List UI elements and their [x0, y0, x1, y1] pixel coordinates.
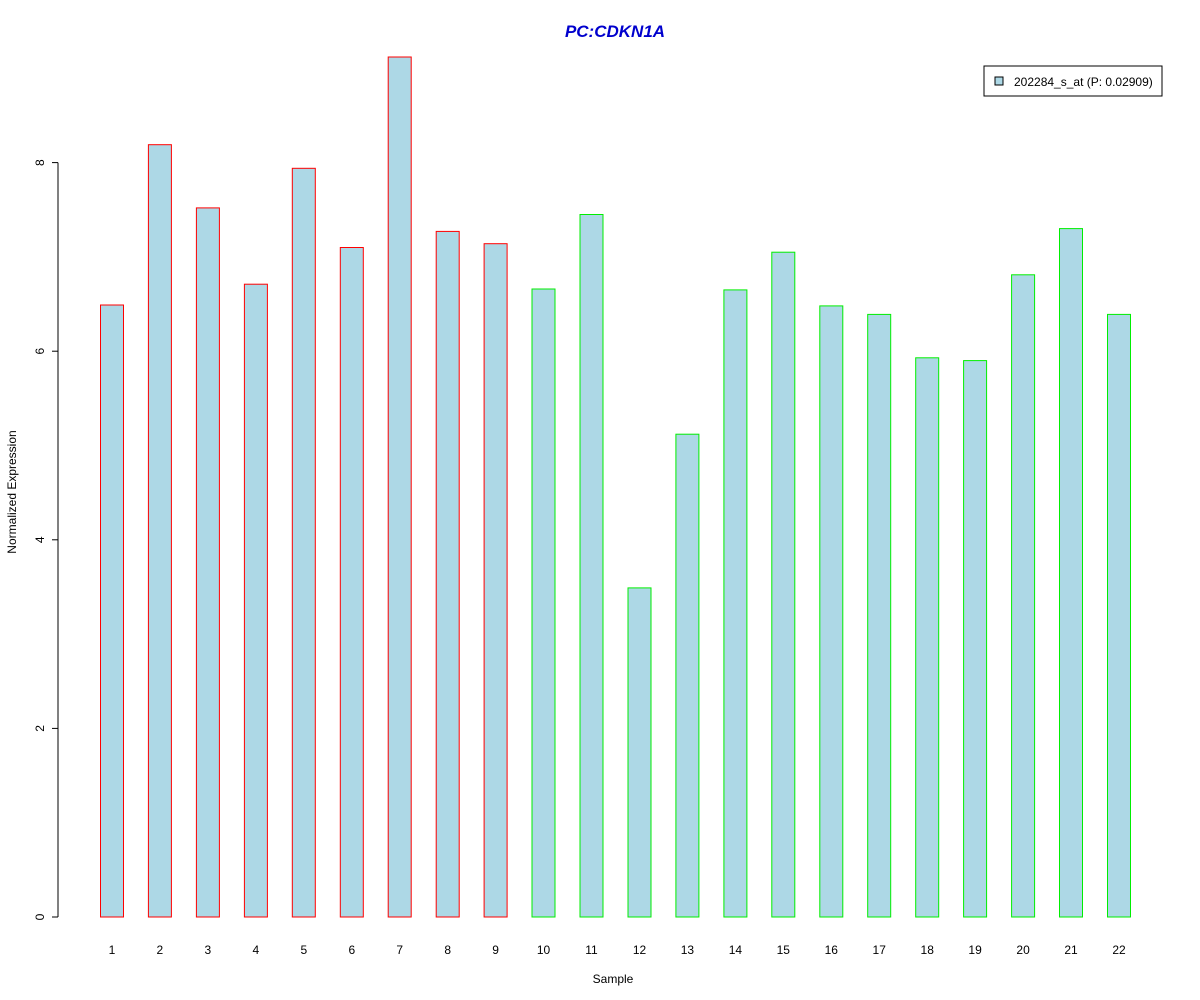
- legend-box: [983, 65, 1163, 97]
- x-tick-label: 2: [157, 943, 164, 957]
- x-tick-label: 17: [873, 943, 887, 957]
- x-tick-label: 4: [253, 943, 260, 957]
- bar-sample-21: [1059, 228, 1083, 918]
- y-axis: 0 2 4 6 8: [33, 159, 59, 920]
- x-tick-label: 16: [825, 943, 839, 957]
- bar-sample-5: [291, 167, 316, 918]
- y-tick-label: 4: [33, 536, 47, 543]
- bar-sample-22: [1107, 313, 1131, 918]
- bar-sample-18: [915, 357, 940, 918]
- y-tick-label: 0: [33, 913, 47, 920]
- x-tick-label: 8: [444, 943, 451, 957]
- bar-sample-15: [771, 251, 796, 918]
- chart-title: PC:CDKN1A: [565, 22, 665, 41]
- y-axis-label: Normalized Expression: [5, 430, 19, 553]
- bar-sample-1: [100, 304, 124, 918]
- x-tick-label: 11: [585, 943, 598, 957]
- bar-sample-3: [195, 207, 220, 918]
- bars: [100, 56, 1131, 918]
- legend: 202284_s_at (P: 0.02909): [983, 65, 1163, 97]
- x-tick-label: 12: [633, 943, 647, 957]
- x-tick-label: 7: [396, 943, 403, 957]
- legend-entry: 202284_s_at (P: 0.02909): [1014, 75, 1153, 89]
- y-tick-label: 2: [33, 725, 47, 732]
- x-tick-label: 13: [681, 943, 695, 957]
- x-tick-label: 18: [921, 943, 935, 957]
- x-tick-label: 3: [205, 943, 212, 957]
- x-tick-label: 10: [537, 943, 551, 957]
- x-tick-label: 20: [1016, 943, 1030, 957]
- bar-sample-20: [1011, 274, 1036, 918]
- legend-swatch: [994, 76, 1004, 86]
- x-tick-label: 5: [300, 943, 307, 957]
- bar-sample-19: [963, 360, 988, 918]
- bar-sample-4: [243, 283, 268, 918]
- bar-sample-14: [723, 289, 748, 918]
- y-tick-label: 6: [33, 348, 47, 355]
- bar-sample-9: [483, 243, 508, 918]
- bar-sample-13: [675, 433, 700, 918]
- x-tick-label: 9: [492, 943, 499, 957]
- x-tick-label: 19: [968, 943, 982, 957]
- bar-sample-12: [627, 587, 652, 918]
- bar-sample-16: [819, 305, 844, 918]
- bar-sample-17: [867, 313, 892, 918]
- x-tick-label: 21: [1064, 943, 1078, 957]
- x-tick-labels: 1 2 3 4 5 6 7 8 9 10 11 12 13 14 15 16 17 18 19 20 21 22: [109, 943, 1126, 957]
- bar-sample-11: [579, 214, 604, 918]
- bar-sample-2: [147, 144, 172, 918]
- x-tick-label: 6: [348, 943, 355, 957]
- bar-sample-8: [435, 230, 460, 918]
- x-tick-label: 1: [109, 943, 116, 957]
- y-tick-label: 8: [33, 159, 47, 166]
- bar-sample-10: [531, 288, 556, 918]
- bar-sample-6: [339, 247, 364, 918]
- bar-sample-7: [387, 56, 412, 918]
- x-axis-label: Sample: [593, 972, 634, 986]
- x-tick-label: 14: [729, 943, 743, 957]
- x-tick-label: 15: [777, 943, 791, 957]
- x-tick-label: 22: [1112, 943, 1126, 957]
